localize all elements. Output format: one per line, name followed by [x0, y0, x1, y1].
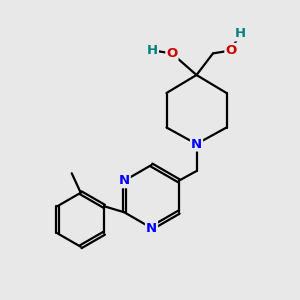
Text: O: O: [166, 47, 178, 60]
Text: N: N: [119, 174, 130, 187]
Text: O: O: [225, 44, 237, 57]
Text: N: N: [191, 137, 202, 151]
Text: H: H: [234, 27, 246, 40]
Text: H: H: [147, 44, 158, 57]
Text: N: N: [146, 221, 157, 235]
